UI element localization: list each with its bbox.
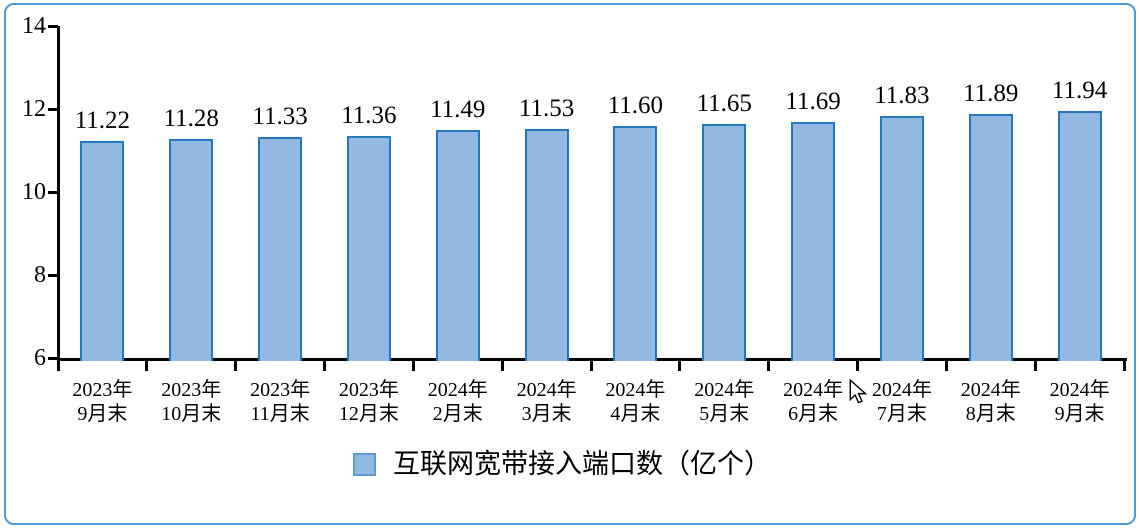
- bar-value-label: 11.33: [252, 102, 308, 130]
- legend-swatch-icon: [353, 452, 376, 476]
- chart-legend: 互联网宽带接入端口数（亿个）: [353, 449, 771, 479]
- bar-value-label: 11.60: [607, 91, 664, 119]
- x-label-line1: 2024年: [694, 379, 755, 401]
- x-label-line2: 4月末: [610, 403, 661, 425]
- x-axis-category-label: 2023年 10月末: [147, 378, 236, 426]
- x-axis-category-label: 2024年 4月末: [591, 378, 680, 426]
- x-axis-tick: [767, 358, 771, 371]
- x-label-line1: 2023年: [161, 379, 222, 401]
- legend-label: 互联网宽带接入端口数（亿个）: [393, 449, 771, 479]
- x-axis-category-label: 2023年 9月末: [58, 378, 147, 426]
- x-axis-tick: [1122, 358, 1126, 371]
- x-axis-category-label: 2024年 6月末: [769, 378, 858, 426]
- bar: [80, 141, 125, 361]
- x-label-line1: 2023年: [338, 379, 399, 401]
- y-axis-tick-label: 12: [22, 96, 46, 122]
- x-axis-tick: [589, 358, 593, 371]
- x-axis-tick: [323, 358, 326, 371]
- bar: [169, 138, 214, 361]
- x-axis-tick: [411, 358, 415, 371]
- bar: [524, 128, 569, 361]
- x-label-line1: 2023年: [72, 379, 133, 401]
- y-axis-tick-label: 8: [34, 262, 46, 288]
- y-axis-tick: [48, 107, 58, 111]
- x-label-line2: 6月末: [788, 403, 839, 425]
- y-axis-tick: [48, 190, 58, 194]
- y-axis-tick: [48, 273, 58, 277]
- bar: [968, 113, 1013, 361]
- x-axis-category-label: 2024年 7月末: [858, 378, 947, 426]
- bar: [791, 121, 836, 361]
- y-axis-tick: [48, 24, 58, 28]
- x-axis-tick: [1033, 358, 1037, 371]
- bar: [435, 130, 480, 361]
- x-label-line2: 5月末: [699, 403, 750, 425]
- y-axis-tick: [48, 356, 58, 360]
- y-axis-tick-label: 6: [34, 345, 46, 371]
- x-axis-category-label: 2024年 2月末: [413, 378, 502, 426]
- x-label-line2: 10月末: [161, 403, 222, 425]
- x-axis-category-label: 2024年 8月末: [946, 378, 1035, 426]
- bar: [613, 125, 658, 361]
- x-label-line1: 2024年: [516, 379, 577, 401]
- bar: [258, 136, 303, 361]
- x-label-line1: 2023年: [250, 379, 311, 401]
- bar-value-label: 11.89: [963, 79, 1019, 107]
- x-label-line1: 2024年: [1049, 379, 1110, 401]
- x-label-line1: 2024年: [605, 379, 666, 401]
- bar: [346, 135, 391, 361]
- x-axis-category-label: 2024年 5月末: [680, 378, 769, 426]
- x-axis-tick: [500, 358, 504, 371]
- x-axis-tick: [678, 358, 682, 371]
- bar: [702, 123, 747, 361]
- x-axis-tick: [234, 358, 238, 371]
- x-label-line2: 11月末: [250, 403, 310, 425]
- x-label-line2: 9月末: [77, 403, 128, 425]
- x-label-line2: 12月末: [338, 403, 399, 425]
- x-label-line1: 2024年: [783, 379, 844, 401]
- x-axis-tick: [56, 358, 60, 371]
- x-label-line1: 2024年: [427, 379, 488, 401]
- mouse-cursor-icon: [849, 379, 868, 404]
- y-axis-tick-label: 10: [22, 179, 46, 205]
- bar-value-label: 11.53: [518, 94, 575, 122]
- bar-value-label: 11.49: [430, 96, 486, 124]
- x-label-line2: 7月末: [876, 403, 927, 425]
- bar-value-label: 11.94: [1051, 77, 1108, 105]
- bar-value-label: 11.65: [696, 89, 752, 117]
- bar-value-label: 11.83: [874, 82, 930, 110]
- x-label-line1: 2024年: [871, 379, 932, 401]
- x-axis-category-label: 2024年 9月末: [1035, 378, 1124, 426]
- bar-value-label: 11.36: [341, 101, 397, 129]
- bar: [879, 116, 924, 361]
- x-axis-category-label: 2023年 11月末: [236, 378, 325, 426]
- y-axis-line: [57, 26, 60, 361]
- bar-value-label: 11.28: [163, 104, 219, 132]
- x-label-line2: 2月末: [432, 403, 483, 425]
- x-axis-tick: [944, 358, 948, 371]
- x-axis-tick: [856, 358, 859, 371]
- x-axis-category-label: 2023年 12月末: [325, 378, 414, 426]
- bar: [1057, 111, 1102, 361]
- y-axis-tick-label: 14: [22, 13, 46, 39]
- x-label-line1: 2024年: [960, 379, 1021, 401]
- bar-value-label: 11.22: [74, 107, 131, 135]
- bar-value-label: 11.69: [785, 87, 841, 115]
- x-label-line2: 3月末: [521, 403, 572, 425]
- x-axis-tick: [145, 358, 149, 371]
- x-label-line2: 8月末: [965, 403, 1016, 425]
- x-label-line2: 9月末: [1054, 403, 1105, 425]
- x-axis-category-label: 2024年 3月末: [502, 378, 591, 426]
